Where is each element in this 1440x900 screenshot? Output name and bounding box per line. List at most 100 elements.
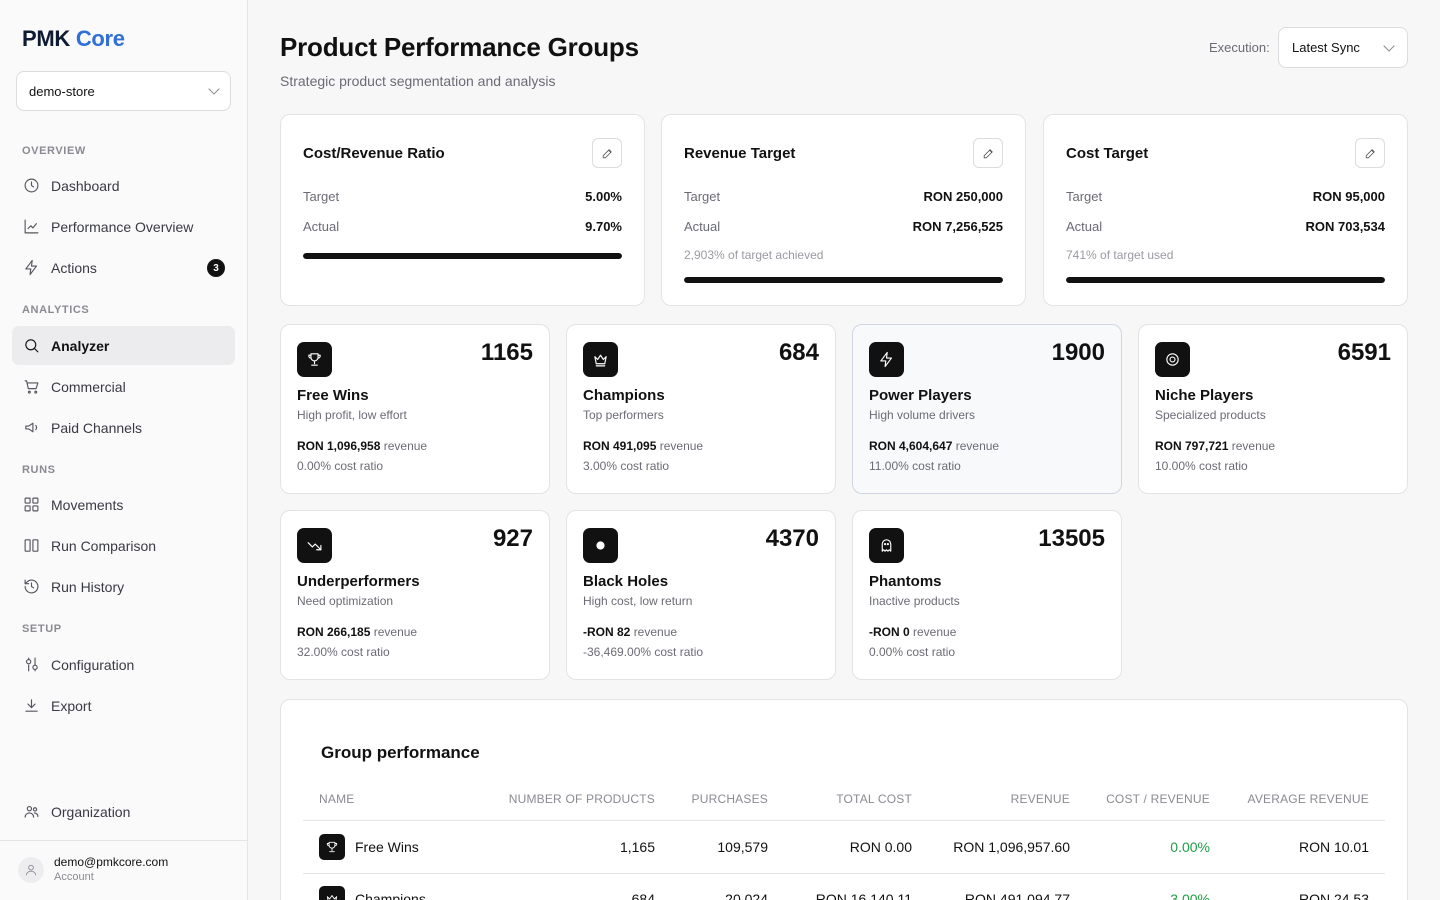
edit-button[interactable] [592, 138, 622, 168]
sidebar-item-actions[interactable]: Actions 3 [12, 248, 235, 287]
app-logo[interactable]: PMK Core [22, 26, 125, 52]
sidebar-item-paid-channels[interactable]: Paid Channels [12, 408, 235, 447]
group-cost-ratio: 0.00% cost ratio [869, 645, 956, 659]
group-count: 13505 [1038, 525, 1105, 552]
group-description: Need optimization [297, 594, 394, 608]
sidebar-item-export[interactable]: Export [12, 686, 235, 725]
cell-average-revenue: RON 24.53 [1298, 891, 1369, 900]
cell-name: Champions [355, 891, 426, 900]
column-header-purchases[interactable]: PURCHASES [691, 792, 768, 806]
edit-button[interactable] [1355, 138, 1385, 168]
pencil-icon [1365, 148, 1375, 158]
group-cost-ratio: 11.00% cost ratio [869, 459, 961, 473]
group-card-phantoms[interactable]: 13505 Phantoms Inactive products -RON 0 … [852, 510, 1122, 680]
section-label-setup: SETUP [22, 623, 62, 635]
store-select-value: demo-store [29, 83, 95, 99]
group-name: Black Holes [583, 573, 669, 590]
execution-select[interactable]: Latest Sync [1278, 27, 1408, 68]
sidebar-item-performance-overview[interactable]: Performance Overview [12, 207, 235, 246]
sidebar-item-label: Analyzer [51, 337, 110, 354]
target-note: 2,903% of target achieved [684, 248, 824, 262]
settings-icon [23, 656, 40, 673]
actual-row: Actual RON 703,534 [1066, 219, 1385, 234]
pencil-icon [983, 148, 993, 158]
group-card-underperformers[interactable]: 927 Underperformers Need optimization RO… [280, 510, 550, 680]
edit-button[interactable] [973, 138, 1003, 168]
cell-total-cost: RON 16,140.11 [815, 891, 912, 900]
logo-primary: PMK [22, 26, 70, 51]
group-revenue: RON 491,095 revenue [583, 439, 704, 453]
group-revenue: -RON 0 revenue [869, 625, 957, 639]
group-cost-ratio: 0.00% cost ratio [297, 459, 384, 473]
sidebar-item-run-comparison[interactable]: Run Comparison [12, 526, 235, 565]
group-card-niche-players[interactable]: 6591 Niche Players Specialized products … [1138, 324, 1408, 494]
group-cost-ratio: 3.00% cost ratio [583, 459, 670, 473]
group-cost-ratio: -36,469.00% cost ratio [583, 645, 704, 659]
section-label-overview: OVERVIEW [22, 145, 86, 157]
sidebar-item-run-history[interactable]: Run History [12, 567, 235, 606]
column-header-total-cost[interactable]: TOTAL COST [836, 792, 912, 806]
group-performance-table: Group performance NAME NUMBER OF PRODUCT… [280, 699, 1408, 900]
sidebar-item-configuration[interactable]: Configuration [12, 645, 235, 684]
column-header-name[interactable]: NAME [319, 792, 355, 806]
cart-icon [23, 378, 40, 395]
history-icon [23, 578, 40, 595]
account-email: demo@pmkcore.com [54, 855, 169, 869]
column-header-average-revenue[interactable]: AVERAGE REVENUE [1247, 792, 1369, 806]
target-card-title: Cost Target [1066, 145, 1149, 162]
group-name: Power Players [869, 387, 972, 404]
crown-icon [319, 886, 345, 900]
target-icon [1155, 342, 1190, 377]
sidebar-item-commercial[interactable]: Commercial [12, 367, 235, 406]
cell-purchases: 109,579 [717, 839, 768, 855]
pencil-icon [602, 148, 612, 158]
sidebar-item-label: Run History [51, 578, 125, 595]
grid-icon [23, 496, 40, 513]
sidebar-item-analyzer[interactable]: Analyzer [12, 326, 235, 365]
group-cost-ratio: 10.00% cost ratio [1155, 459, 1248, 473]
cell-cost-revenue: 0.00% [1170, 839, 1210, 855]
cell-revenue: RON 491,094.77 [964, 891, 1070, 900]
column-header-products[interactable]: NUMBER OF PRODUCTS [508, 792, 655, 806]
group-name: Phantoms [869, 573, 942, 590]
row-divider [303, 873, 1385, 874]
actual-row: Actual RON 7,256,525 [684, 219, 1003, 234]
section-label-runs: RUNS [22, 464, 56, 476]
store-select[interactable]: demo-store [16, 71, 231, 111]
sidebar-item-label: Paid Channels [51, 419, 143, 436]
group-revenue: RON 266,185 revenue [297, 625, 418, 639]
group-name: Underperformers [297, 573, 420, 590]
account-menu[interactable]: demo@pmkcore.com Account [18, 855, 168, 885]
sidebar-item-label: Organization [51, 803, 131, 820]
search-icon [23, 337, 40, 354]
execution-select-value: Latest Sync [1292, 40, 1360, 55]
sidebar-item-movements[interactable]: Movements [12, 485, 235, 524]
group-card-free-wins[interactable]: 1165 Free Wins High profit, low effort R… [280, 324, 550, 494]
page-title: Product Performance Groups [280, 32, 639, 62]
sidebar-item-dashboard[interactable]: Dashboard [12, 166, 235, 205]
chevron-down-icon [1383, 39, 1395, 52]
group-card-black-holes[interactable]: 4370 Black Holes High cost, low return -… [566, 510, 836, 680]
progress-bar [303, 253, 622, 259]
crown-icon [583, 342, 618, 377]
sidebar-item-label: Export [51, 697, 92, 714]
group-revenue: RON 1,096,958 revenue [297, 439, 428, 453]
actual-row: Actual 9.70% [303, 219, 622, 234]
user-icon [25, 864, 37, 876]
group-name: Champions [583, 387, 665, 404]
target-row: Target RON 95,000 [1066, 189, 1385, 204]
group-card-champions[interactable]: 684 Champions Top performers RON 491,095… [566, 324, 836, 494]
column-header-cost-revenue[interactable]: COST / REVENUE [1106, 792, 1210, 806]
column-header-revenue[interactable]: REVENUE [1010, 792, 1070, 806]
sidebar-item-label: Run Comparison [51, 537, 157, 554]
target-note: 741% of target used [1066, 248, 1174, 262]
trophy-icon [319, 834, 345, 860]
logo-accent: Core [75, 26, 125, 51]
progress-bar [684, 277, 1003, 283]
trend-down-icon [297, 528, 332, 563]
table-title: Group performance [321, 743, 480, 762]
group-description: Specialized products [1155, 408, 1266, 422]
group-card-power-players[interactable]: 1900 Power Players High volume drivers R… [852, 324, 1122, 494]
group-count: 4370 [765, 525, 819, 552]
sidebar-item-organization[interactable]: Organization [12, 792, 235, 831]
